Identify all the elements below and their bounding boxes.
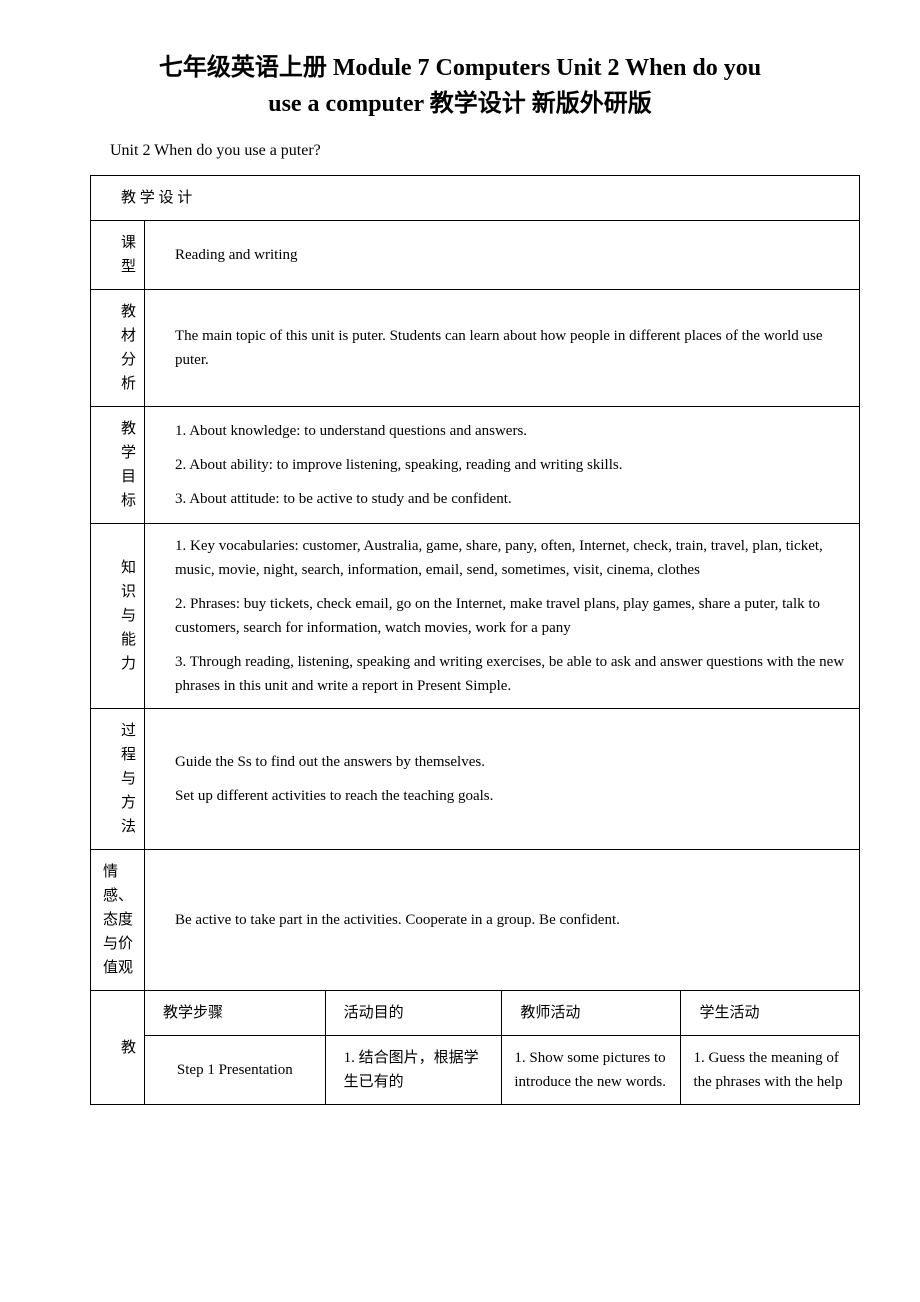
title-line-1: 七年级英语上册 Module 7 Computers Unit 2 When d… [159,55,761,81]
lesson-plan-table: 教 学 设 计 课 型 Reading and writing 教材分析 The… [90,175,860,1105]
emotion-label: 情感、态度与价值观 [91,850,145,991]
row-lesson-type: 课 型 Reading and writing [91,221,860,290]
row-knowledge-ability: 知识 与能力 1. Key vocabularies: customer, Au… [91,524,860,709]
knowledge-p3: 3. Through reading, listening, speaking … [175,650,851,698]
header-student: 学生活动 [681,991,860,1036]
step1-purpose: 1. 结合图片，根据学生已有的 [325,1036,502,1105]
step1-teacher: 1. Show some pictures to introduce the n… [502,1036,681,1105]
knowledge-p2: 2. Phrases: buy tickets, check email, go… [175,592,851,640]
teaching-goals-p1: 1. About knowledge: to understand questi… [175,419,851,443]
teaching-goals-p2: 2. About ability: to improve listening, … [175,453,851,477]
process-method-label: 过程 与方法 [91,709,145,850]
process-method-content: Guide the Ss to find out the answers by … [145,709,860,850]
textbook-analysis-content: The main topic of this unit is puter. St… [145,290,860,407]
knowledge-label-2: 与能力 [121,604,136,676]
document-title: 七年级英语上册 Module 7 Computers Unit 2 When d… [60,50,860,122]
row-emotion: 情感、态度与价值观 Be active to take part in the … [91,850,860,991]
emotion-content: Be active to take part in the activities… [145,850,860,991]
header-step: 教学步骤 [145,991,326,1036]
row-textbook-analysis: 教材分析 The main topic of this unit is pute… [91,290,860,407]
teaching-label: 教 [91,991,145,1105]
row-step1: Step 1 Presentation 1. 结合图片，根据学生已有的 1. S… [91,1036,860,1105]
lesson-type-content: Reading and writing [145,221,860,290]
row-teaching-goals: 教学目标 1. About knowledge: to understand q… [91,407,860,524]
design-label: 教 学 设 计 [91,176,860,221]
knowledge-ability-label: 知识 与能力 [91,524,145,709]
knowledge-ability-content: 1. Key vocabularies: customer, Australia… [145,524,860,709]
process-label-2: 与方法 [121,767,136,839]
row-teaching-header: 教 教学步骤 活动目的 教师活动 学生活动 [91,991,860,1036]
teaching-goals-p3: 3. About attitude: to be active to study… [175,487,851,511]
header-purpose: 活动目的 [325,991,502,1036]
step1-student: 1. Guess the meaning of the phrases with… [681,1036,860,1105]
teaching-goals-label: 教学目标 [91,407,145,524]
textbook-analysis-label: 教材分析 [91,290,145,407]
teaching-goals-content: 1. About knowledge: to understand questi… [145,407,860,524]
row-design: 教 学 设 计 [91,176,860,221]
row-process-method: 过程 与方法 Guide the Ss to find out the answ… [91,709,860,850]
knowledge-label-1: 知识 [121,556,136,604]
header-teacher: 教师活动 [502,991,681,1036]
step1-name: Step 1 Presentation [145,1036,326,1105]
knowledge-p1: 1. Key vocabularies: customer, Australia… [175,534,851,582]
process-label-1: 过程 [121,719,136,767]
process-p2: Set up different activities to reach the… [175,784,851,808]
lesson-type-label: 课 型 [91,221,145,290]
title-line-2: use a computer 教学设计 新版外研版 [268,91,652,117]
process-p1: Guide the Ss to find out the answers by … [175,750,851,774]
document-subtitle: Unit 2 When do you use a puter? [110,142,860,160]
